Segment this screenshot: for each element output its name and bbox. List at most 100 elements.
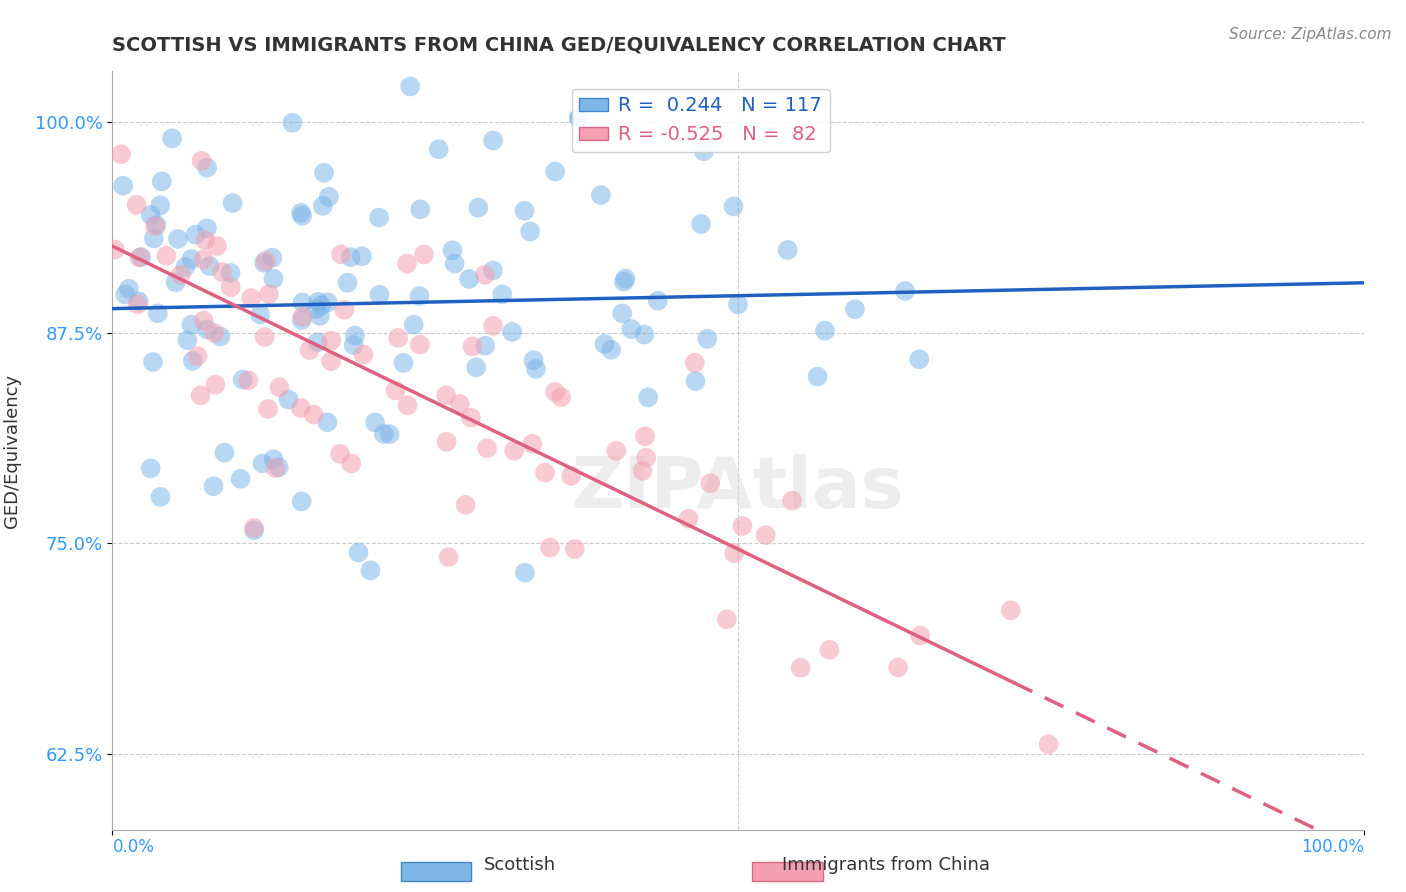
- Point: [807, 369, 830, 384]
- Point: [221, 196, 243, 211]
- Point: [211, 265, 233, 279]
- Point: [165, 275, 187, 289]
- Point: [614, 271, 637, 285]
- Point: [195, 221, 218, 235]
- Point: [281, 116, 304, 130]
- Text: SCOTTISH VS IMMIGRANTS FROM CHINA GED/EQUIVALENCY CORRELATION CHART: SCOTTISH VS IMMIGRANTS FROM CHINA GED/EQ…: [112, 36, 1007, 54]
- Point: [544, 384, 567, 399]
- Point: [513, 566, 536, 580]
- Point: [699, 476, 721, 491]
- Text: 0.0%: 0.0%: [112, 838, 155, 856]
- Point: [302, 408, 325, 422]
- Point: [167, 232, 190, 246]
- Point: [731, 519, 754, 533]
- Point: [343, 328, 366, 343]
- Point: [723, 546, 745, 560]
- Text: ZIPAtlas: ZIPAtlas: [572, 454, 904, 523]
- Point: [409, 202, 432, 217]
- Point: [229, 472, 252, 486]
- Point: [560, 468, 582, 483]
- Point: [291, 209, 314, 223]
- Point: [818, 643, 841, 657]
- Point: [519, 224, 541, 238]
- Point: [491, 287, 513, 301]
- Point: [544, 164, 567, 178]
- Point: [184, 227, 207, 242]
- Point: [814, 324, 837, 338]
- Point: [647, 293, 669, 308]
- Point: [238, 373, 260, 387]
- Point: [262, 251, 284, 265]
- Point: [475, 441, 498, 455]
- Point: [409, 337, 432, 351]
- Point: [139, 208, 162, 222]
- Point: [142, 355, 165, 369]
- Point: [789, 661, 811, 675]
- Point: [149, 490, 172, 504]
- Point: [176, 333, 198, 347]
- Point: [243, 521, 266, 535]
- Point: [350, 249, 373, 263]
- Point: [209, 329, 232, 343]
- Legend: R =  0.244   N = 117, R = -0.525   N =  82: R = 0.244 N = 117, R = -0.525 N = 82: [571, 88, 830, 152]
- Point: [434, 388, 457, 402]
- Point: [330, 247, 353, 261]
- Point: [219, 266, 242, 280]
- Point: [214, 445, 236, 459]
- Point: [396, 398, 419, 412]
- Point: [269, 380, 291, 394]
- Text: Scottish: Scottish: [484, 856, 557, 874]
- Point: [534, 466, 557, 480]
- Point: [114, 287, 136, 301]
- Point: [129, 250, 152, 264]
- Point: [243, 523, 266, 537]
- Point: [564, 542, 586, 557]
- Point: [198, 259, 221, 273]
- Point: [264, 461, 287, 475]
- Point: [600, 343, 623, 357]
- Point: [353, 347, 375, 361]
- Point: [142, 231, 165, 245]
- Point: [219, 280, 242, 294]
- Point: [368, 287, 391, 301]
- Point: [202, 479, 225, 493]
- Point: [180, 252, 202, 267]
- Point: [127, 297, 149, 311]
- Point: [605, 444, 627, 458]
- Point: [291, 313, 314, 327]
- Point: [181, 354, 204, 368]
- Point: [613, 275, 636, 289]
- Point: [193, 313, 215, 327]
- Point: [143, 219, 166, 234]
- Point: [593, 337, 616, 351]
- Point: [347, 545, 370, 559]
- Point: [678, 512, 700, 526]
- Point: [194, 233, 217, 247]
- Point: [267, 460, 290, 475]
- Point: [538, 541, 561, 555]
- Point: [620, 322, 643, 336]
- Point: [312, 166, 335, 180]
- Point: [291, 494, 314, 508]
- Point: [321, 334, 343, 348]
- Point: [634, 429, 657, 443]
- Point: [340, 457, 363, 471]
- Point: [125, 198, 148, 212]
- Point: [128, 294, 150, 309]
- Text: 100.0%: 100.0%: [1301, 838, 1364, 856]
- Point: [190, 388, 212, 402]
- Point: [387, 331, 409, 345]
- Point: [844, 302, 866, 317]
- Point: [408, 289, 430, 303]
- Point: [755, 528, 778, 542]
- Point: [399, 79, 422, 94]
- Point: [254, 253, 277, 268]
- Point: [343, 338, 366, 352]
- Point: [612, 306, 634, 320]
- Point: [329, 447, 352, 461]
- Point: [174, 260, 197, 274]
- Point: [155, 249, 177, 263]
- Point: [395, 257, 418, 271]
- Point: [392, 356, 415, 370]
- Point: [550, 390, 572, 404]
